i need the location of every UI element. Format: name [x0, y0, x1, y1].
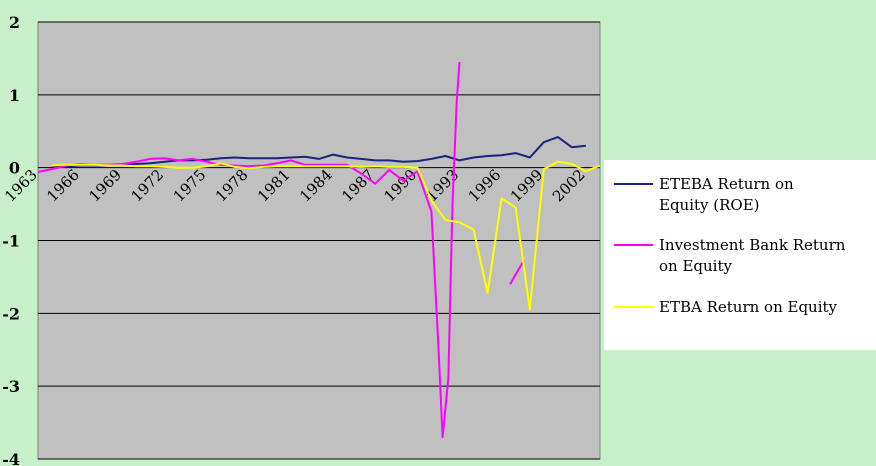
series-lines — [37, 62, 601, 439]
gridlines — [38, 21, 600, 460]
y-tick-label: 2 — [9, 13, 20, 32]
y-tick-label: -1 — [2, 232, 20, 251]
legend-label: Investment Bank Return on Equity — [659, 236, 846, 275]
series-line-3 — [51, 160, 601, 311]
y-tick-label: -3 — [2, 377, 20, 396]
y-axis-tick-labels: 2 1 0 -1 -2 -3 -4 — [2, 13, 20, 466]
y-tick-label: -2 — [2, 304, 20, 323]
series-line-1 — [51, 136, 587, 168]
y-tick-label: 0 — [9, 159, 20, 178]
x-tick-label: 1963 — [1, 166, 41, 206]
y-tick-label: -4 — [2, 450, 20, 466]
legend: ETEBA Return on Equity (ROE) Investment Ba… — [604, 160, 876, 350]
series-line-2 — [509, 261, 524, 285]
legend-label: ETEBA Return on Equity (ROE) — [659, 175, 794, 214]
series-line-2 — [37, 62, 461, 439]
legend-label: ETBA Return on Equity — [659, 298, 838, 316]
legend-box — [604, 160, 876, 350]
y-tick-label: 1 — [9, 86, 20, 105]
